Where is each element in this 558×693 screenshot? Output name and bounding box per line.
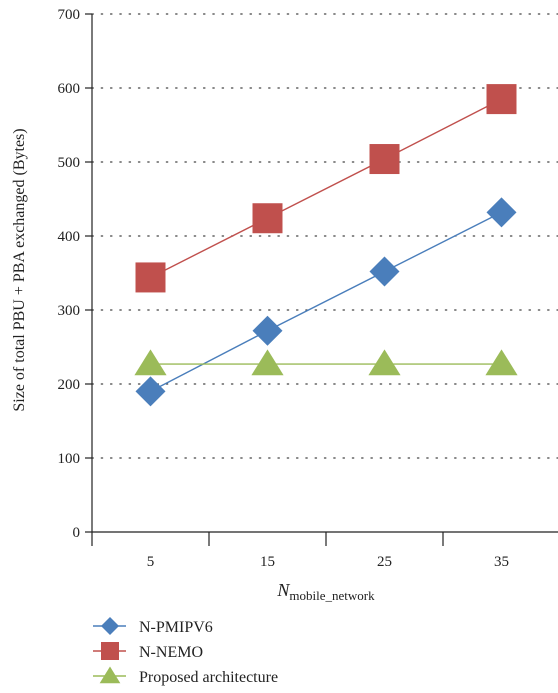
- legend-label: N-NEMO: [139, 644, 203, 661]
- series-layer: [134, 84, 518, 407]
- y-tick-label: 500: [58, 155, 81, 171]
- data-point: [135, 376, 166, 407]
- data-point: [135, 262, 166, 293]
- legend-label: Proposed architecture: [139, 669, 278, 686]
- series-line: [150, 211, 502, 393]
- series-proposed-architecture: [134, 349, 518, 376]
- data-point: [485, 349, 518, 376]
- legend-item: N-PMIPV6: [93, 617, 213, 636]
- y-tick-label: 300: [58, 303, 81, 319]
- data-point: [134, 349, 167, 376]
- data-point: [251, 349, 284, 376]
- x-axis-title-main: N: [276, 580, 290, 600]
- x-axis-title-sub: mobile_network: [289, 588, 375, 603]
- data-point: [252, 203, 283, 234]
- axes: [91, 14, 558, 533]
- legend-item: Proposed architecture: [93, 666, 278, 686]
- y-ticks: 0 100 200 300 400 500 600 700: [58, 7, 92, 541]
- data-point: [486, 84, 517, 115]
- legend-marker: [101, 617, 119, 635]
- legend-marker: [101, 642, 119, 660]
- y-tick-label: 100: [58, 451, 81, 467]
- series-n-nemo: [135, 84, 517, 293]
- x-ticks: 5 15 25 35: [91, 532, 509, 570]
- x-tick-label: 35: [494, 554, 509, 570]
- x-axis-title: Nmobile_network: [276, 580, 375, 603]
- series-n-pmipv6: [135, 197, 517, 407]
- data-point: [486, 197, 517, 228]
- x-tick-label: 15: [260, 554, 275, 570]
- y-tick-label: 600: [58, 81, 81, 97]
- y-tick-label: 0: [73, 525, 81, 541]
- series-line: [150, 98, 502, 279]
- data-point: [369, 256, 400, 287]
- data-point: [252, 315, 283, 346]
- legend-label: N-PMIPV6: [139, 619, 213, 636]
- x-tick-label: 5: [147, 554, 155, 570]
- data-point: [368, 349, 401, 376]
- y-tick-label: 400: [58, 229, 81, 245]
- y-axis-title: Size of total PBU + PBA exchanged (Bytes…: [11, 128, 28, 411]
- data-point: [369, 144, 400, 175]
- grid-lines: [91, 13, 558, 459]
- y-tick-label: 200: [58, 377, 81, 393]
- legend: N-PMIPV6 N-NEMO Proposed architecture: [93, 617, 278, 686]
- y-tick-label: 700: [58, 7, 81, 23]
- legend-marker: [99, 666, 121, 684]
- legend-item: N-NEMO: [93, 642, 203, 661]
- x-tick-label: 25: [377, 554, 392, 570]
